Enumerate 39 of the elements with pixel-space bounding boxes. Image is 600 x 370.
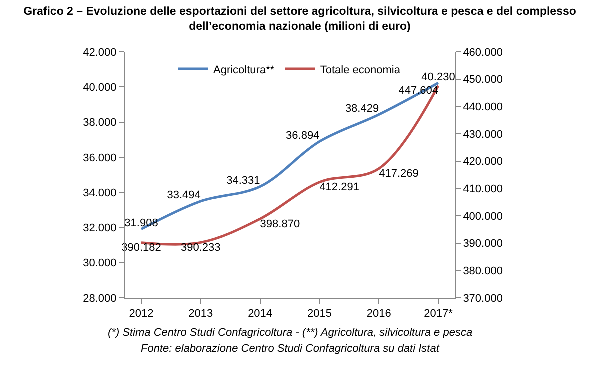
y-tick-label: 30.000 <box>83 258 117 270</box>
y-tick-label: 36.000 <box>83 152 117 164</box>
data-label: 34.331 <box>226 175 260 188</box>
x-tick-label: 2015 <box>307 308 332 320</box>
x-tick-label: 2016 <box>366 308 392 320</box>
data-label: 412.291 <box>320 182 360 194</box>
legend-label: Totale economia <box>320 64 402 76</box>
x-tick-label: 2014 <box>248 308 273 320</box>
data-label: 398.870 <box>260 218 300 230</box>
y2-tick-label: 450.000 <box>463 74 503 86</box>
data-label: 417.269 <box>379 168 419 180</box>
y2-tick-label: 430.000 <box>463 128 503 141</box>
y2-tick-label: 370.000 <box>463 292 503 305</box>
data-label: 38.429 <box>345 103 380 115</box>
y2-tick-label: 440.000 <box>463 102 503 114</box>
y-tick-label: 34.000 <box>83 187 117 200</box>
source-note: Fonte: elaborazione Centro Studi Confagricoltura su dati Istat <box>141 343 440 355</box>
x-tick-label: 2012 <box>129 308 154 320</box>
data-label: 33.494 <box>167 190 201 202</box>
y-tick-label: 42.000 <box>83 46 117 59</box>
y2-tick-label: 390.000 <box>463 238 503 250</box>
y-tick-label: 40.000 <box>83 82 117 94</box>
y2-tick-label: 380.000 <box>463 266 503 278</box>
legend-label: Agricoltura** <box>214 64 276 76</box>
chart-title: Grafico 2 – Evoluzione delle esportazioni del settore agricoltura, silvicoltura e pesca e del complesso dell’economia nazionale (milioni di euro) <box>24 6 576 33</box>
y2-tick-label: 420.000 <box>463 156 503 168</box>
y2-tick-label: 410.000 <box>463 184 503 196</box>
data-label: 390.233 <box>181 242 221 254</box>
y-tick-label: 28.000 <box>83 292 117 305</box>
text: (*) Stima Centro Studi Confagricoltura - (**) Agricoltura, silvicoltura e pesca <box>108 327 473 339</box>
y2-tick-label: 460.000 <box>463 46 503 59</box>
x-tick-label: 2013 <box>188 308 214 320</box>
y2-tick-label: 400.000 <box>463 210 503 223</box>
data-label: 40.230 <box>422 71 456 84</box>
x-tick-label: 2017* <box>424 308 454 320</box>
data-label: 390.182 <box>122 242 162 254</box>
y-tick-label: 32.000 <box>83 222 117 235</box>
y-tick-label: 38.000 <box>83 117 117 130</box>
data-label: 36.894 <box>286 130 320 142</box>
